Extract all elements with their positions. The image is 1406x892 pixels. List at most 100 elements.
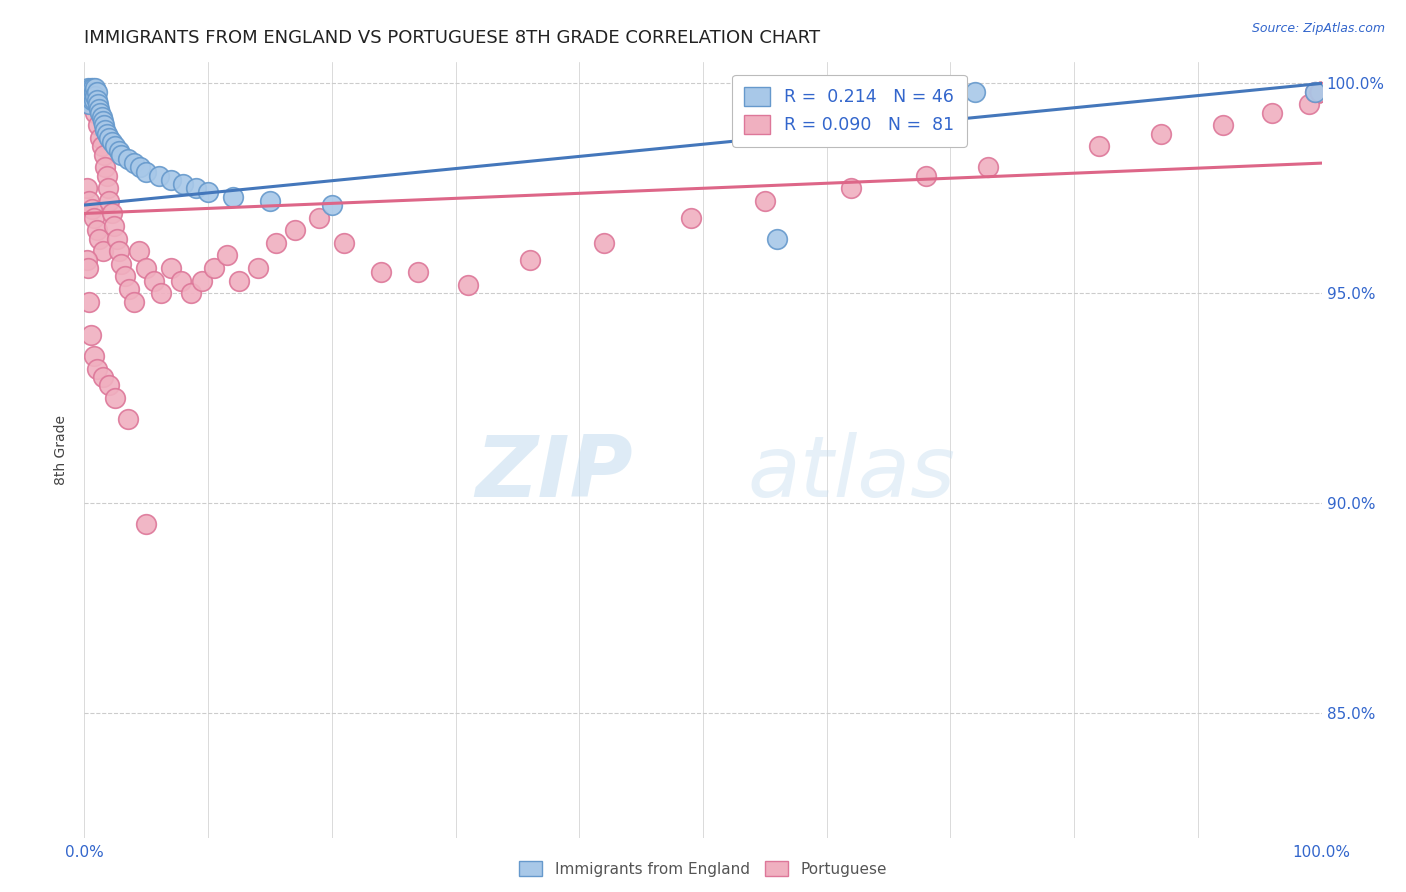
Point [110, 257, 132, 271]
Point [108, 244, 131, 259]
Point [98, 131, 121, 145]
Point [259, 194, 281, 208]
Point [86, 361, 108, 376]
Point [86, 93, 108, 107]
Point [90, 110, 112, 124]
Point [1305, 85, 1327, 99]
Point [79, 89, 101, 103]
Point [80, 93, 103, 107]
Point [1309, 85, 1331, 99]
Point [129, 161, 152, 175]
Point [284, 223, 307, 237]
Text: Source: ZipAtlas.com: Source: ZipAtlas.com [1251, 22, 1385, 36]
Point [142, 274, 165, 288]
Point [180, 286, 202, 301]
Point [82, 93, 104, 107]
Point [80, 202, 103, 217]
Point [184, 181, 207, 195]
Point [84, 105, 107, 120]
Point [104, 391, 127, 405]
Y-axis label: 8th Grade: 8th Grade [55, 416, 69, 485]
Point [79, 80, 101, 95]
Point [222, 189, 245, 203]
Point [89, 232, 111, 246]
Point [1309, 85, 1331, 99]
Point [82, 80, 104, 95]
Point [308, 211, 330, 225]
Point [246, 260, 269, 275]
Point [1088, 139, 1111, 153]
Point [80, 85, 103, 99]
Text: IMMIGRANTS FROM ENGLAND VS PORTUGUESE 8TH GRADE CORRELATION CHART: IMMIGRANTS FROM ENGLAND VS PORTUGUESE 8T… [84, 29, 821, 47]
Point [150, 286, 173, 301]
Point [117, 152, 139, 166]
Point [1309, 85, 1331, 99]
Point [79, 85, 101, 99]
Point [321, 198, 343, 212]
Point [83, 349, 105, 363]
Point [1212, 119, 1234, 133]
Point [117, 412, 139, 426]
Point [100, 135, 122, 149]
Point [97, 181, 120, 195]
Point [519, 252, 541, 267]
Point [75, 89, 97, 103]
Point [84, 89, 107, 103]
Point [110, 147, 132, 161]
Point [87, 119, 110, 133]
Point [98, 194, 121, 208]
Point [82, 89, 104, 103]
Point [965, 85, 987, 99]
Point [370, 265, 392, 279]
Point [77, 93, 100, 107]
Point [1261, 105, 1284, 120]
Point [105, 232, 128, 246]
Point [122, 294, 145, 309]
Point [114, 269, 136, 284]
Point [98, 378, 121, 392]
Point [1305, 85, 1327, 99]
Point [79, 328, 101, 343]
Point [841, 181, 863, 195]
Point [83, 85, 105, 99]
Point [128, 244, 150, 259]
Legend: R =  0.214   N = 46, R = 0.090   N =  81: R = 0.214 N = 46, R = 0.090 N = 81 [733, 75, 966, 146]
Point [108, 144, 131, 158]
Point [1309, 85, 1331, 99]
Point [160, 173, 183, 187]
Point [96, 169, 118, 183]
Point [122, 156, 145, 170]
Point [96, 127, 118, 141]
Point [79, 194, 101, 208]
Point [1309, 85, 1331, 99]
Point [83, 211, 105, 225]
Point [1309, 85, 1331, 99]
Point [75, 85, 97, 99]
Point [914, 169, 936, 183]
Point [754, 194, 776, 208]
Point [79, 294, 101, 309]
Point [118, 282, 141, 296]
Point [79, 97, 101, 112]
Point [1150, 127, 1173, 141]
Point [91, 370, 114, 384]
Point [79, 85, 101, 99]
Point [90, 139, 112, 153]
Point [148, 169, 170, 183]
Point [77, 97, 100, 112]
Point [191, 274, 214, 288]
Point [76, 252, 98, 267]
Point [160, 260, 183, 275]
Point [135, 260, 157, 275]
Point [408, 265, 430, 279]
Point [77, 260, 100, 275]
Point [170, 274, 193, 288]
Point [93, 119, 115, 133]
Point [766, 232, 789, 246]
Point [89, 102, 111, 116]
Point [83, 93, 105, 107]
Point [103, 219, 125, 233]
Point [86, 85, 108, 99]
Point [1298, 97, 1320, 112]
Point [94, 161, 117, 175]
